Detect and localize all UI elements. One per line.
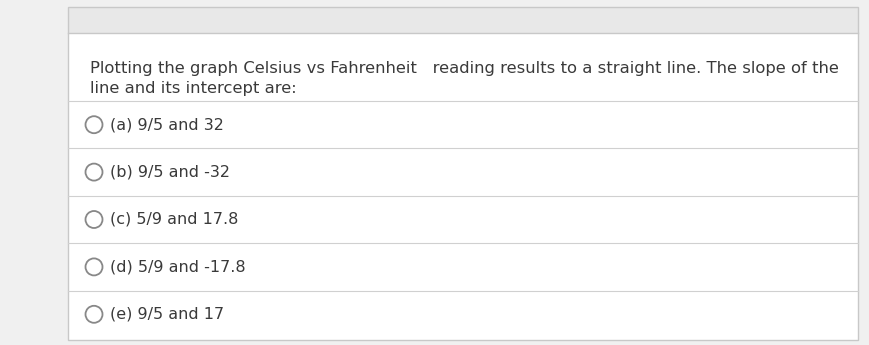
Text: (a) 9/5 and 32: (a) 9/5 and 32 bbox=[110, 117, 224, 132]
Text: (c) 5/9 and 17.8: (c) 5/9 and 17.8 bbox=[110, 212, 239, 227]
Text: (e) 9/5 and 17: (e) 9/5 and 17 bbox=[110, 307, 224, 322]
Bar bbox=[68, 33, 857, 340]
Text: (b) 9/5 and -32: (b) 9/5 and -32 bbox=[110, 165, 230, 180]
Text: (d) 5/9 and -17.8: (d) 5/9 and -17.8 bbox=[110, 259, 246, 274]
Text: line and its intercept are:: line and its intercept are: bbox=[90, 81, 296, 96]
Bar bbox=[68, 7, 857, 33]
Text: Plotting the graph Celsius vs Fahrenheit   reading results to a straight line. T: Plotting the graph Celsius vs Fahrenheit… bbox=[90, 61, 838, 76]
